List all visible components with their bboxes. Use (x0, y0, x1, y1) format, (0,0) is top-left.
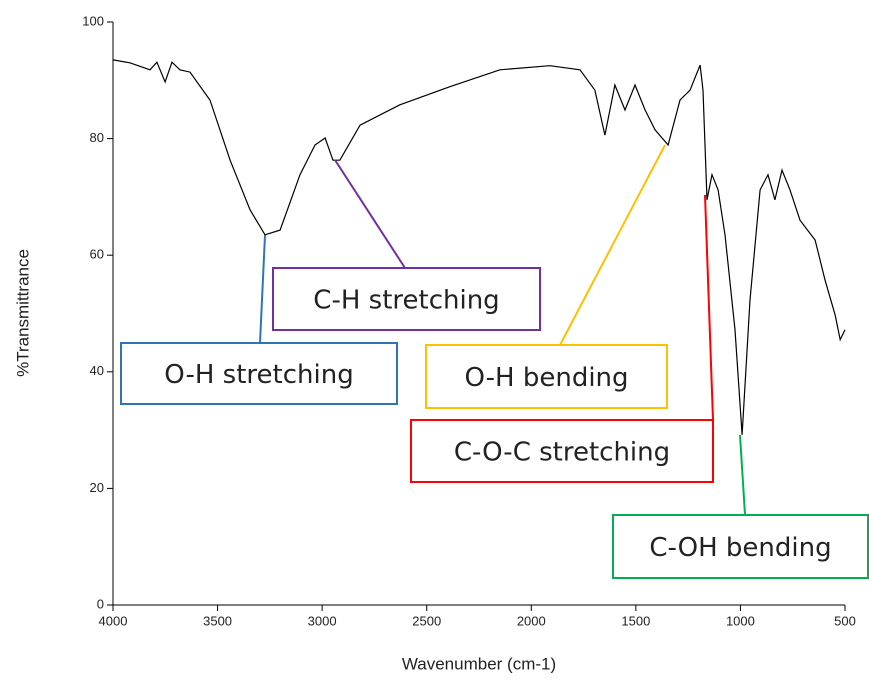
annotation-text: O-H stretching (164, 360, 353, 390)
annotation-text: O-H bending (464, 363, 628, 393)
x-tick-label: 3500 (203, 613, 232, 628)
x-tick-label: 2500 (412, 613, 441, 628)
x-axis-title: Wavenumber (cm-1) (402, 654, 556, 673)
annotation-leader (739, 434, 746, 516)
annotation-text: C-OH bending (649, 533, 831, 563)
x-tick-label: 500 (834, 613, 856, 628)
x-tick-label: 1500 (621, 613, 650, 628)
annotation-leader (704, 194, 714, 421)
y-tick-label: 60 (90, 247, 104, 262)
y-tick-label: 80 (90, 130, 104, 145)
annotation-box (120, 342, 398, 405)
annotation-leader (559, 144, 666, 346)
y-tick-label: 20 (90, 480, 104, 495)
annotation-box (272, 267, 541, 331)
annotation-box (410, 419, 714, 483)
annotation-box (612, 514, 869, 579)
annotation-box (425, 344, 668, 409)
y-tick-label: 40 (90, 363, 104, 378)
x-tick-label: 2000 (517, 613, 546, 628)
annotation-text: C-O-C stretching (454, 438, 670, 468)
spectrum-line (112, 59, 846, 435)
annotation-text: C-H stretching (313, 286, 499, 316)
annotation-leader (259, 234, 266, 344)
y-tick-label: 100 (82, 13, 104, 28)
x-tick-label: 1000 (726, 613, 755, 628)
y-tick-label: 0 (97, 596, 104, 611)
annotation-leader (334, 159, 406, 269)
x-tick-label: 4000 (99, 613, 128, 628)
x-tick-label: 3000 (308, 613, 337, 628)
y-axis-title: %Transmittrance (13, 249, 32, 377)
